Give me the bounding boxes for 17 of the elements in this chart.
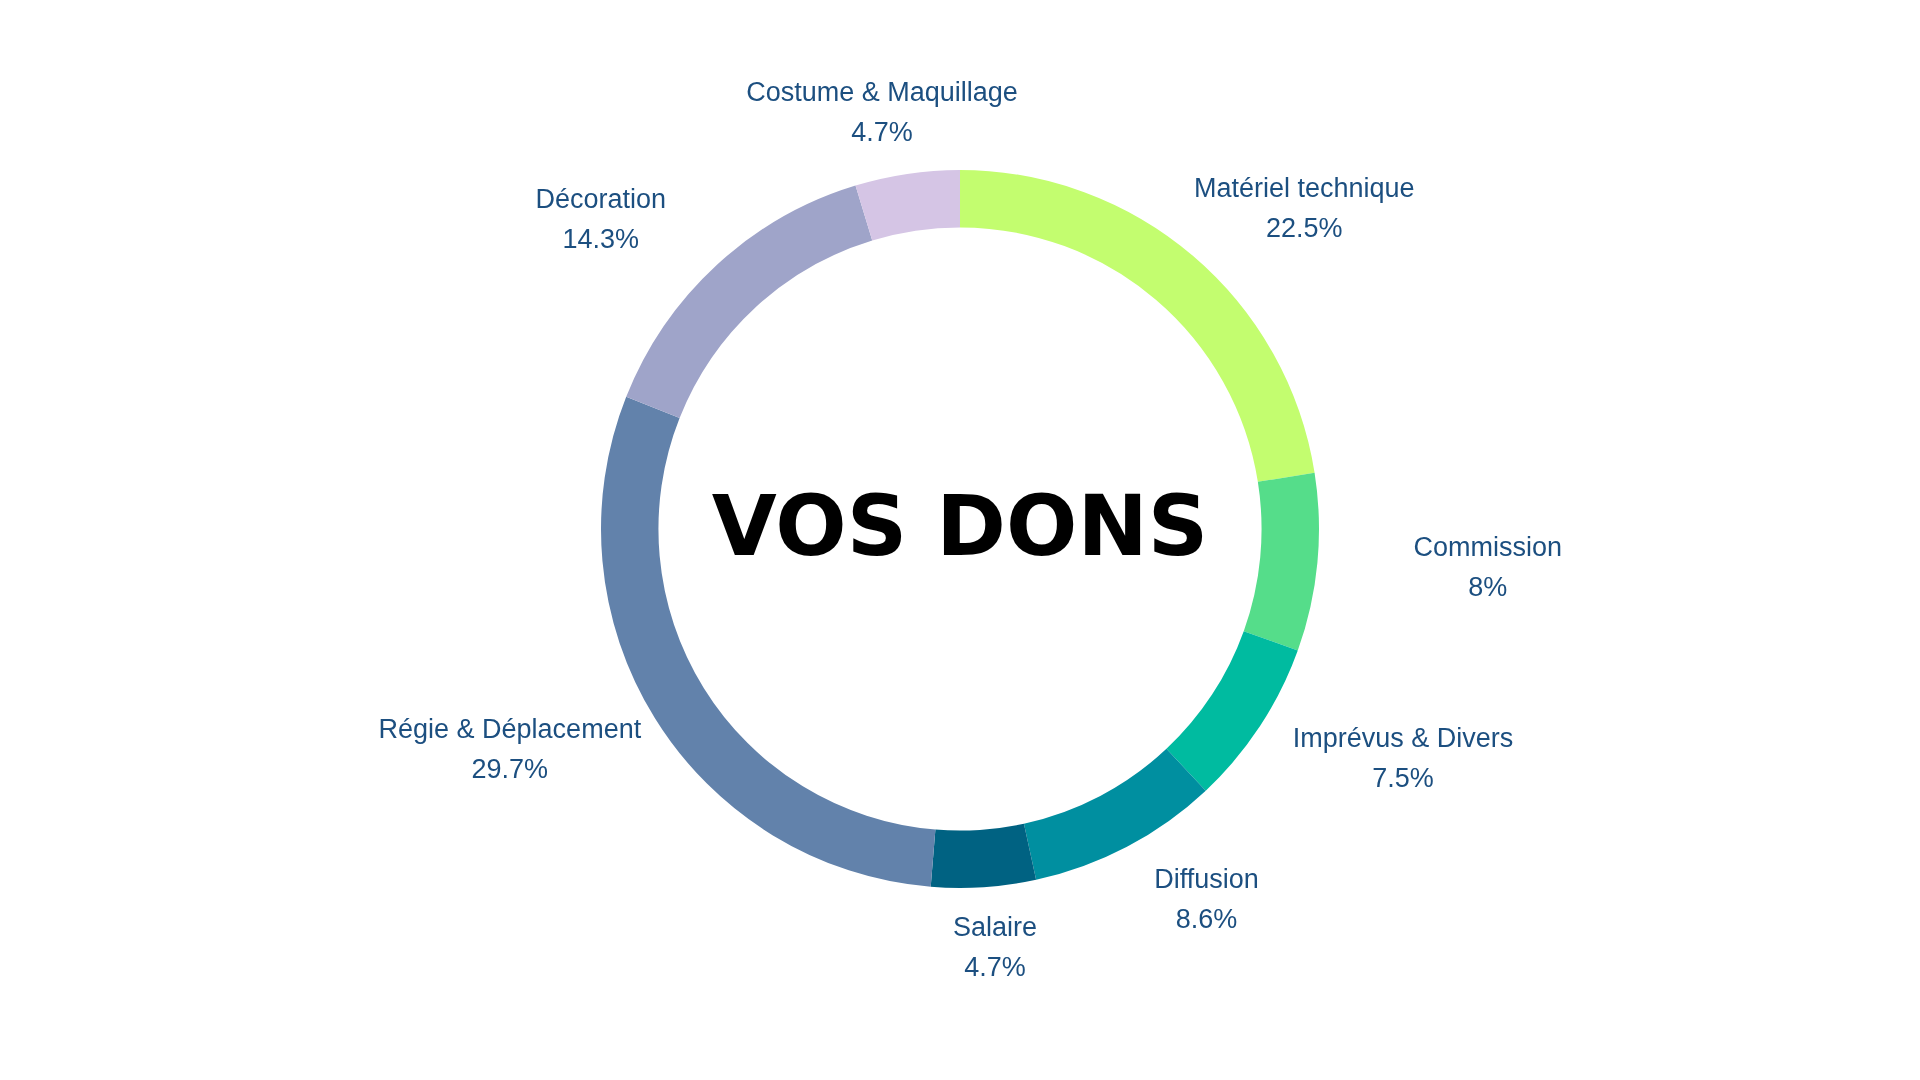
slice-label: Régie & Déplacement bbox=[378, 714, 642, 745]
data-label: 4.7% bbox=[851, 117, 913, 148]
slice-label: Diffusion bbox=[1154, 864, 1259, 895]
slice-label: Commission bbox=[1413, 531, 1562, 562]
data-label: 22.5% bbox=[1265, 213, 1343, 244]
data-label: 7.5% bbox=[1372, 763, 1434, 794]
data-label: 14.3% bbox=[562, 223, 640, 254]
slice-label: Décoration bbox=[535, 183, 667, 214]
slice-label: Imprévus & Divers bbox=[1292, 723, 1514, 754]
text: VOS DONS bbox=[711, 476, 1209, 575]
data-label: 8% bbox=[1468, 571, 1508, 602]
data-label: 4.7% bbox=[964, 951, 1026, 982]
slice-label: Costume & Maquillage bbox=[746, 77, 1018, 108]
slice-label: Matériel technique bbox=[1193, 173, 1415, 204]
data-label: 8.6% bbox=[1175, 904, 1238, 935]
data-label: 29.7% bbox=[471, 754, 549, 785]
slice-label: Salaire bbox=[952, 911, 1037, 942]
